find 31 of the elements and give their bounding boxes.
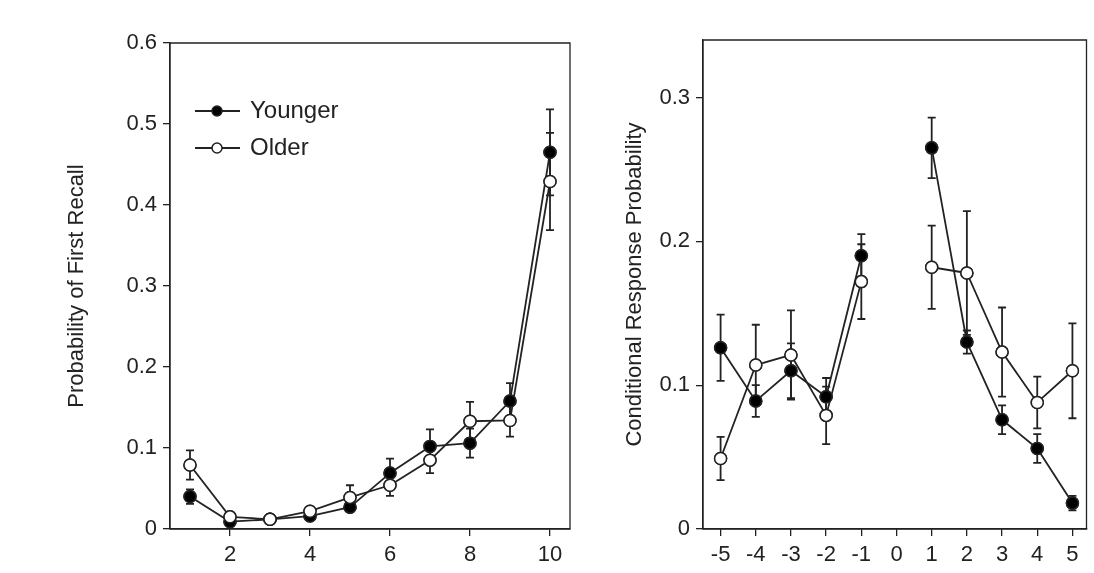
x-tick-label: 8 [463, 541, 477, 567]
y-tick-label: 0.1 [126, 434, 157, 460]
x-tick-label: 10 [537, 541, 563, 567]
x-tick-label: 6 [383, 541, 397, 567]
legend-label: Older [250, 132, 309, 160]
y-axis-title: Conditional Response Probability [621, 122, 647, 447]
y-tick-label: 0.3 [659, 83, 690, 109]
x-tick-label: 0 [890, 541, 903, 567]
x-tick-label: 2 [223, 541, 237, 567]
y-tick-label: 0 [144, 515, 157, 541]
y-tick-label: 0.4 [126, 191, 157, 217]
y-axis-title: Probability of First Recall [63, 164, 89, 408]
y-tick-label: 0.5 [126, 110, 157, 136]
y-tick-label: 0.3 [126, 272, 157, 298]
x-tick-label: -1 [851, 541, 872, 567]
x-tick-label: 4 [1031, 541, 1044, 567]
x-tick-label: 3 [995, 541, 1009, 567]
x-tick-label: 1 [925, 541, 938, 567]
y-tick-label: 0.6 [126, 29, 157, 55]
y-tick-label: 0.2 [659, 227, 690, 253]
y-tick-label: 0.1 [659, 371, 690, 397]
x-tick-label: -5 [710, 541, 731, 567]
x-tick-label: 4 [303, 541, 317, 567]
y-tick-label: 0 [677, 515, 690, 541]
x-tick-label: -2 [816, 541, 836, 567]
x-tick-label: -3 [781, 541, 801, 567]
x-tick-label: 5 [1066, 541, 1079, 567]
y-tick-label: 0.2 [126, 353, 157, 379]
x-tick-label: 2 [960, 541, 973, 567]
legend-label: Younger [250, 95, 339, 123]
x-tick-label: -4 [745, 541, 766, 567]
